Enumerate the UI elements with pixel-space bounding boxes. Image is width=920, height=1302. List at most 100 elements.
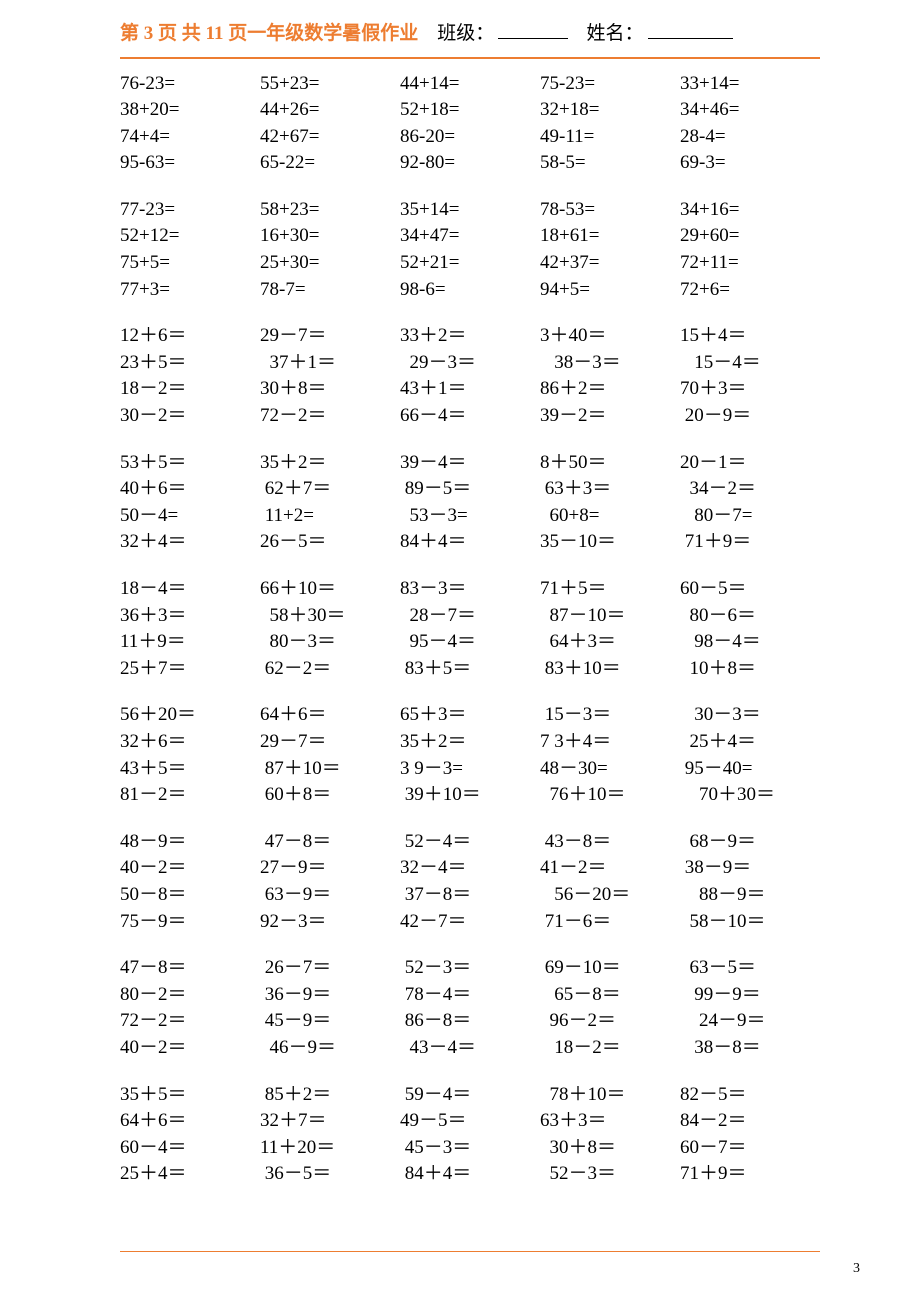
problem-cell: 45－3＝ [400, 1135, 540, 1162]
problem-cell: 56＋20＝ [120, 702, 260, 729]
problem-row: 43＋5＝ 87＋10＝3 9－3=48－30= 95－40= [120, 756, 820, 783]
problem-row: 47－8＝ 26－7＝ 52－3＝ 69－10＝ 63－5＝ [120, 955, 820, 982]
problem-cell: 49-11= [540, 124, 680, 151]
problem-cell: 28-4= [680, 124, 820, 151]
problem-cell: 38－8＝ [680, 1035, 820, 1062]
problem-cell: 35＋5＝ [120, 1082, 260, 1109]
problem-cell: 65－8＝ [540, 982, 680, 1009]
problem-cell: 16+30= [260, 223, 400, 250]
problem-cell: 44+26= [260, 97, 400, 124]
problem-cell: 78-7= [260, 277, 400, 304]
problem-cell: 95－40= [680, 756, 820, 783]
problem-row: 25＋4＝ 36－5＝ 84＋4＝ 52－3＝71＋9＝ [120, 1161, 820, 1188]
problem-cell: 32＋4＝ [120, 529, 260, 556]
problem-cell: 63－9＝ [260, 882, 400, 909]
problem-cell: 86－8＝ [400, 1008, 540, 1035]
problem-cell: 43＋1＝ [400, 376, 540, 403]
problem-cell: 77-23= [120, 197, 260, 224]
problem-cell: 41－2＝ [540, 855, 680, 882]
problem-cell: 44+14= [400, 71, 540, 98]
problem-cell: 20－1＝ [680, 450, 820, 477]
problem-cell: 65-22= [260, 150, 400, 177]
problem-cell: 25+30= [260, 250, 400, 277]
problem-row: 12＋6＝29－7＝33＋2＝3＋40＝15＋4＝ [120, 323, 820, 350]
problem-row: 18－2＝30＋8＝43＋1＝86＋2＝70＋3＝ [120, 376, 820, 403]
problem-cell: 47－8＝ [260, 829, 400, 856]
problem-cell: 69-3= [680, 150, 820, 177]
problem-cell: 84＋4＝ [400, 1161, 540, 1188]
problem-cell: 35+14= [400, 197, 540, 224]
problem-cell: 29－7＝ [260, 323, 400, 350]
problem-cell: 30－3＝ [680, 702, 820, 729]
class-label: 班级： [437, 23, 494, 44]
problem-cell: 36－9＝ [260, 982, 400, 1009]
problem-row: 23＋5＝ 37＋1＝ 29－3＝ 38－3＝ 15－4＝ [120, 350, 820, 377]
problem-row: 25＋7＝ 62－2＝ 83＋5＝ 83＋10＝ 10＋8＝ [120, 656, 820, 683]
problem-cell: 23＋5＝ [120, 350, 260, 377]
problem-row: 32＋6＝29－7＝35＋2＝7 3＋4＝ 25＋4＝ [120, 729, 820, 756]
problem-cell: 42－7＝ [400, 909, 540, 936]
problem-cell: 26－5＝ [260, 529, 400, 556]
problem-cell: 39－4＝ [400, 450, 540, 477]
problem-cell: 40－2＝ [120, 1035, 260, 1062]
problem-cell: 52+21= [400, 250, 540, 277]
problem-cell: 52－3＝ [400, 955, 540, 982]
problem-group: 56＋20＝64＋6＝65＋3＝ 15－3＝ 30－3＝32＋6＝29－7＝35… [120, 702, 820, 808]
problem-cell: 71＋5＝ [540, 576, 680, 603]
problem-cell: 80－7= [680, 503, 820, 530]
problem-row: 40－2＝27－9＝32－4＝41－2＝ 38－9＝ [120, 855, 820, 882]
problem-cell: 63＋3＝ [540, 476, 680, 503]
problem-cell: 37－8＝ [400, 882, 540, 909]
problem-cell: 98－4＝ [680, 629, 820, 656]
problem-cell: 48－30= [540, 756, 680, 783]
problem-cell: 81－2＝ [120, 782, 260, 809]
problem-cell: 11＋9＝ [120, 629, 260, 656]
problem-cell: 92-80= [400, 150, 540, 177]
problem-cell: 52+18= [400, 97, 540, 124]
problem-cell: 72+11= [680, 250, 820, 277]
class-blank[interactable] [498, 20, 568, 39]
problem-cell: 62－2＝ [260, 656, 400, 683]
problem-cell: 15＋4＝ [680, 323, 820, 350]
problem-row: 77+3=78-7=98-6=94+5=72+6= [120, 277, 820, 304]
problem-cell: 80－3＝ [260, 629, 400, 656]
problem-cell: 37＋1＝ [260, 350, 400, 377]
problem-cell: 65＋3＝ [400, 702, 540, 729]
problem-cell: 94+5= [540, 277, 680, 304]
problem-row: 75－9＝92－3＝42－7＝ 71－6＝ 58－10＝ [120, 909, 820, 936]
header-total: 11 [206, 23, 224, 44]
problem-row: 95-63=65-22=92-80=58-5=69-3= [120, 150, 820, 177]
name-blank[interactable] [648, 20, 733, 39]
problem-cell: 18－2＝ [120, 376, 260, 403]
problem-cell: 34+46= [680, 97, 820, 124]
problem-cell: 75+5= [120, 250, 260, 277]
problem-cell: 36＋3＝ [120, 603, 260, 630]
problem-cell: 60－5＝ [680, 576, 820, 603]
problem-cell: 83－3＝ [400, 576, 540, 603]
problem-row: 32＋4＝26－5＝84＋4＝35－10＝ 71＋9＝ [120, 529, 820, 556]
problem-row: 72－2＝ 45－9＝ 86－8＝ 96－2＝ 24－9＝ [120, 1008, 820, 1035]
problem-row: 18－4＝66＋10＝83－3＝71＋5＝60－5＝ [120, 576, 820, 603]
problem-cell: 15－3＝ [540, 702, 680, 729]
problem-cell: 18－4＝ [120, 576, 260, 603]
problem-cell: 72－2＝ [120, 1008, 260, 1035]
problem-cell: 78-53= [540, 197, 680, 224]
problem-cell: 10＋8＝ [680, 656, 820, 683]
problem-cell: 63－5＝ [680, 955, 820, 982]
problem-cell: 42+67= [260, 124, 400, 151]
problem-row: 40－2＝ 46－9＝ 43－4＝ 18－2＝ 38－8＝ [120, 1035, 820, 1062]
problem-cell: 47－8＝ [120, 955, 260, 982]
problem-cell: 35＋2＝ [400, 729, 540, 756]
header-prefix: 第 [120, 23, 144, 44]
problem-row: 64＋6＝32＋7＝49－5＝63＋3＝84－2＝ [120, 1108, 820, 1135]
problem-cell: 52－3＝ [540, 1161, 680, 1188]
problem-cell: 76-23= [120, 71, 260, 98]
problem-cell: 40－2＝ [120, 855, 260, 882]
problem-cell: 70＋30＝ [680, 782, 820, 809]
header-divider [120, 57, 820, 59]
problem-cell: 52－4＝ [400, 829, 540, 856]
problem-group: 53＋5＝35＋2＝39－4＝8＋50＝20－1＝40＋6＝ 62＋7＝ 89－… [120, 450, 820, 556]
problem-cell: 63＋3＝ [540, 1108, 680, 1135]
problem-cell: 32+18= [540, 97, 680, 124]
problem-cell: 34+16= [680, 197, 820, 224]
